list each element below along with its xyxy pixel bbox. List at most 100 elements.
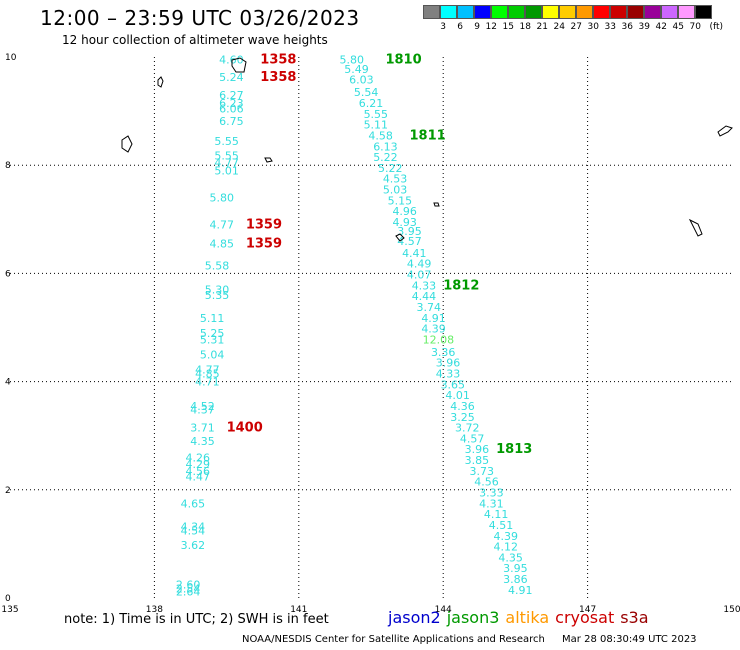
pass-time-label: 1812: [443, 278, 479, 293]
data-point-label: 5.03: [383, 184, 408, 197]
data-point-label: 4.77: [210, 219, 235, 232]
data-point-label: 3.73: [469, 465, 494, 478]
data-point-label: 4.58: [368, 129, 393, 142]
color-swatch: [423, 5, 440, 19]
data-point-label: 6.27: [219, 89, 244, 102]
color-scale-label: 42: [655, 22, 667, 32]
data-point-label: 4.35: [190, 435, 215, 448]
y-tick-label: 10: [5, 53, 17, 63]
x-tick-label: 135: [1, 605, 18, 615]
data-point-label: 4.54: [181, 524, 206, 537]
pass-time-label: 1359: [246, 218, 282, 233]
color-scale-unit: (ft): [709, 22, 723, 32]
pass-time-label: 1358: [260, 70, 296, 85]
mission-legend: jason2 jason3 altika cryosat s3a: [388, 608, 655, 627]
data-point-label: 6.06: [219, 102, 244, 115]
data-point-label: 4.60: [219, 54, 244, 67]
data-point-label: 4.85: [195, 367, 220, 380]
data-point-label: 4.12: [494, 541, 519, 554]
data-point-label: 4.11: [484, 508, 509, 521]
mission-jason2: jason2: [388, 608, 441, 627]
data-point-label: 4.33: [436, 367, 461, 380]
color-swatch: [559, 5, 576, 19]
color-scale-label: 45: [672, 22, 684, 32]
data-point-label: 4.29: [185, 458, 210, 471]
x-tick-label: 150: [723, 605, 740, 615]
island-outline: [157, 76, 164, 88]
data-point-label: 4.71: [195, 376, 220, 389]
data-point-label: 4.34: [181, 521, 206, 534]
data-point-label: 5.11: [364, 119, 389, 132]
data-point-label: 5.58: [205, 259, 230, 272]
data-point-label: 4.57: [460, 432, 485, 445]
data-point-label: 4.91: [508, 584, 533, 597]
pass-time-label: 1359: [246, 237, 282, 252]
y-tick-label: 8: [5, 161, 11, 171]
data-point-label: 5.30: [205, 284, 230, 297]
color-swatch: [610, 5, 627, 19]
color-scale-label: 9: [474, 22, 480, 32]
data-point-label: 4.01: [445, 389, 470, 402]
y-tick-label: 6: [5, 269, 11, 279]
data-point-label: 4.53: [383, 173, 408, 186]
data-point-label: 5.80: [339, 54, 364, 67]
color-scale-label: 70: [689, 22, 701, 32]
data-point-label: 4.35: [498, 551, 523, 564]
data-point-label: 2.60: [176, 578, 201, 591]
y-tick-label: 0: [5, 594, 11, 604]
island-outline: [264, 157, 273, 163]
data-point-label: 6.13: [373, 140, 398, 153]
color-scale-label: 21: [536, 22, 548, 32]
mission-s3a: s3a: [620, 608, 649, 627]
color-scale-label: 24: [553, 22, 565, 32]
island-outline: [717, 125, 733, 137]
color-scale-label: 36: [621, 22, 633, 32]
island-outline: [433, 202, 440, 207]
data-point-label: 4.51: [489, 519, 514, 532]
island-outline: [395, 233, 405, 242]
island-outline: [121, 135, 133, 153]
color-scale-label: 15: [502, 22, 514, 32]
data-point-label: 4.41: [402, 247, 427, 260]
y-tick-label: 2: [5, 486, 11, 496]
data-point-label: 3.96: [436, 357, 461, 370]
data-point-label: 3.95: [503, 562, 528, 575]
island-outline: [688, 218, 703, 237]
data-point-label: 6.21: [359, 97, 384, 110]
data-point-label: 5.11: [200, 312, 225, 325]
data-point-label: 6.03: [349, 74, 374, 87]
data-point-label: 4.39: [494, 530, 519, 543]
data-point-label: 5.31: [200, 333, 225, 346]
color-swatch: [457, 5, 474, 19]
data-point-label: 4.56: [185, 465, 210, 478]
data-point-label: 5.24: [219, 71, 244, 84]
data-point-label: 5.54: [354, 86, 379, 99]
data-point-label: 6.75: [219, 115, 244, 128]
data-point-label: 3.62: [181, 539, 206, 552]
data-point-label: 4.44: [412, 290, 437, 303]
data-point-label: 3.86: [503, 573, 528, 586]
x-tick-label: 144: [435, 605, 452, 615]
color-swatch: [678, 5, 695, 19]
data-point-label: 3.95: [397, 225, 422, 238]
color-scale-label: 27: [570, 22, 582, 32]
y-tick-label: 4: [5, 378, 11, 388]
x-tick-label: 141: [290, 605, 307, 615]
color-swatch: [661, 5, 678, 19]
data-point-label: 5.22: [378, 162, 403, 175]
chart-title: 12:00 – 23:59 UTC 03/26/2023: [40, 6, 360, 30]
data-point-label: 5.01: [214, 165, 239, 178]
color-swatch: [491, 5, 508, 19]
color-swatch: [440, 5, 457, 19]
color-swatch: [593, 5, 610, 19]
data-point-label: 4.85: [210, 238, 235, 251]
units-note: note: 1) Time is in UTC; 2) SWH is in fe…: [64, 612, 329, 627]
data-point-label: 4.47: [185, 470, 210, 483]
data-point-label: 3.25: [450, 411, 475, 424]
color-scale-label: 30: [587, 22, 599, 32]
mission-altika: altika: [505, 608, 550, 627]
color-swatch: [695, 5, 712, 19]
color-scale-label: 33: [604, 22, 616, 32]
data-point-label: 4.96: [392, 205, 417, 218]
